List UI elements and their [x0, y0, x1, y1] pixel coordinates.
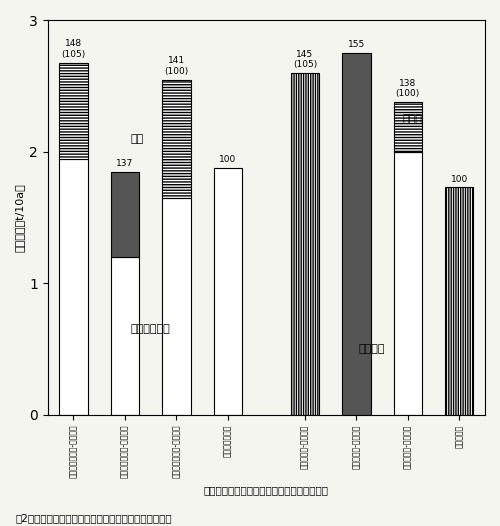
Bar	[111, 171, 139, 257]
Text: 大麦: 大麦	[130, 134, 143, 144]
Text: 囲2　各作付け体系の年間举物収量（２年間の平均値）: 囲2 各作付け体系の年間举物収量（２年間の平均値）	[15, 513, 172, 523]
Text: 100: 100	[450, 175, 468, 184]
Bar	[111, 257, 139, 415]
Bar	[445, 187, 474, 415]
Bar	[162, 79, 190, 198]
Bar	[394, 152, 422, 415]
Bar	[60, 158, 88, 415]
Bar	[291, 73, 319, 415]
Text: ライ麦: ライ麦	[402, 114, 422, 124]
X-axis label: 作付体系（同：同時作業機利用、慣：慣行）: 作付体系（同：同時作業機利用、慣：慣行）	[204, 485, 329, 495]
Bar	[342, 53, 370, 415]
Text: 148
(105): 148 (105)	[62, 39, 86, 58]
Text: 155: 155	[348, 41, 365, 49]
Bar	[214, 168, 242, 415]
Text: 145
(105): 145 (105)	[293, 50, 317, 69]
Text: ソルガム: ソルガム	[358, 344, 385, 354]
Bar	[394, 102, 422, 152]
Bar	[162, 198, 190, 415]
Text: 141
(100): 141 (100)	[164, 56, 188, 76]
Text: 100: 100	[219, 155, 236, 164]
Bar	[60, 63, 88, 158]
Text: 138
(100): 138 (100)	[396, 79, 420, 98]
Text: 137: 137	[116, 159, 134, 168]
Text: トウモロコシ: トウモロコシ	[131, 325, 170, 335]
Y-axis label: 举物収量（t/10a）: 举物収量（t/10a）	[15, 184, 25, 252]
